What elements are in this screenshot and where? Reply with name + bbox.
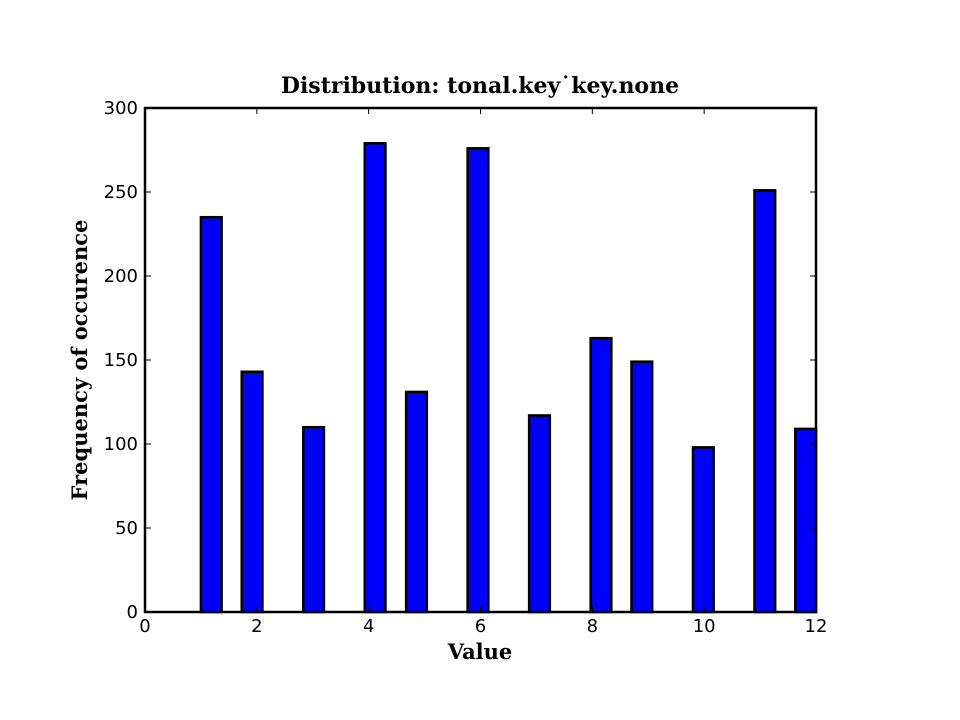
- y-tick-label: 250: [104, 182, 138, 203]
- bar: [753, 189, 777, 614]
- bar: [199, 215, 223, 614]
- x-tick-label: 6: [475, 616, 486, 637]
- bar: [466, 147, 490, 614]
- bar: [630, 360, 654, 614]
- bar: [691, 446, 715, 614]
- y-tick-label: 200: [104, 266, 138, 287]
- y-axis-label: Frequency of occurence: [67, 220, 92, 501]
- bar: [794, 427, 818, 614]
- bar: [240, 370, 264, 614]
- x-tick-label: 10: [693, 616, 716, 637]
- bars-group: [199, 142, 818, 614]
- bar: [301, 425, 326, 614]
- x-tick-label: 4: [363, 616, 374, 637]
- bar: [589, 336, 613, 614]
- x-tick-label: 2: [251, 616, 262, 637]
- y-tick-label: 0: [127, 602, 138, 623]
- x-tick-label: 12: [805, 616, 828, 637]
- bar: [363, 142, 387, 614]
- bar: [527, 414, 552, 614]
- chart-title: Distribution: tonal.key˙key.none: [281, 73, 679, 99]
- x-axis-label: Value: [447, 639, 513, 664]
- x-tick-label: 8: [587, 616, 598, 637]
- x-tick-label: 0: [139, 616, 150, 637]
- bar: [404, 390, 429, 614]
- y-tick-label: 50: [115, 518, 138, 539]
- ticks-group: 0 2 4 6 8 10 12 0 50 100 150 200 250 300: [104, 98, 828, 637]
- y-tick-label: 300: [104, 98, 138, 119]
- y-tick-label: 150: [104, 350, 138, 371]
- y-tick-label: 100: [104, 434, 138, 455]
